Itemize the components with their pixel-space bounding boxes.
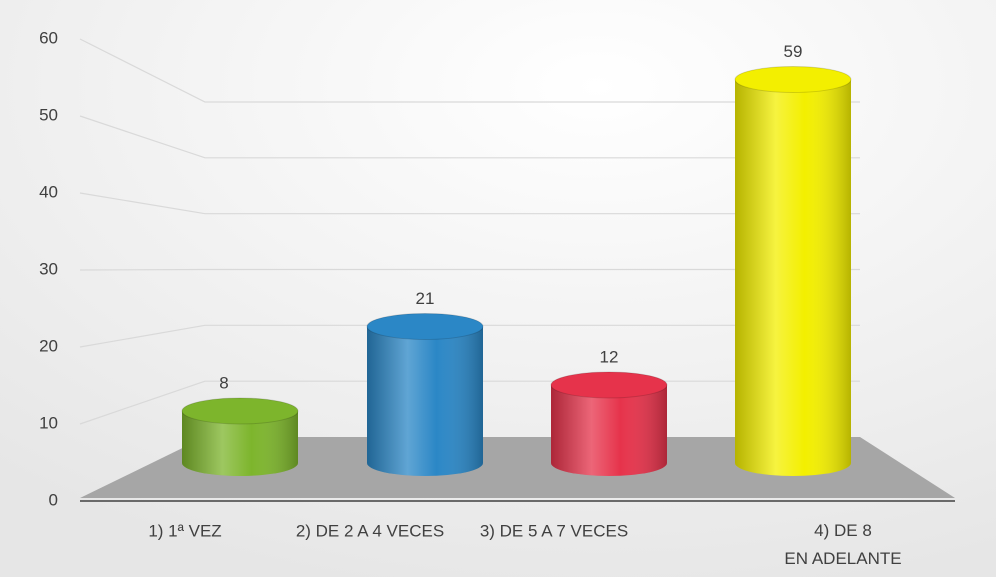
- cylinder-top: [550, 371, 668, 399]
- y-tick-label: 0: [49, 490, 58, 509]
- grid-line: [79, 192, 860, 215]
- cylinder-top: [734, 66, 852, 93]
- cylinder-shade: [551, 385, 667, 476]
- bar: [366, 313, 484, 476]
- y-tick-label: 60: [39, 28, 58, 47]
- x-tick-label: 3) DE 5 A 7 VECES: [480, 521, 628, 540]
- y-tick-label: 50: [39, 105, 58, 124]
- y-tick-label: 20: [39, 336, 58, 355]
- x-tick-label: 4) DE 8 EN ADELANTE: [784, 521, 901, 568]
- bar: [734, 66, 852, 476]
- grid-line: [79, 324, 860, 348]
- data-label: 59: [784, 42, 803, 61]
- bar: [550, 371, 668, 476]
- cylinder-top: [181, 397, 299, 425]
- grid-line: [79, 115, 860, 159]
- x-tick-label: 1) 1ª VEZ: [148, 521, 221, 540]
- y-tick-label: 10: [39, 413, 58, 432]
- bar: [181, 397, 299, 476]
- y-tick-label: 40: [39, 182, 58, 201]
- cylinder-top: [366, 313, 484, 340]
- y-tick-label: 30: [39, 259, 58, 278]
- data-label: 21: [416, 289, 435, 308]
- data-label: 8: [219, 373, 228, 392]
- cylinder-shade: [367, 326, 483, 476]
- cylinder-shade: [735, 79, 851, 476]
- grid-line: [79, 38, 860, 103]
- data-label: 12: [600, 347, 619, 366]
- x-tick-label: 2) DE 2 A 4 VECES: [296, 521, 444, 540]
- cylinder-shade: [182, 411, 298, 476]
- grid-line: [79, 268, 860, 271]
